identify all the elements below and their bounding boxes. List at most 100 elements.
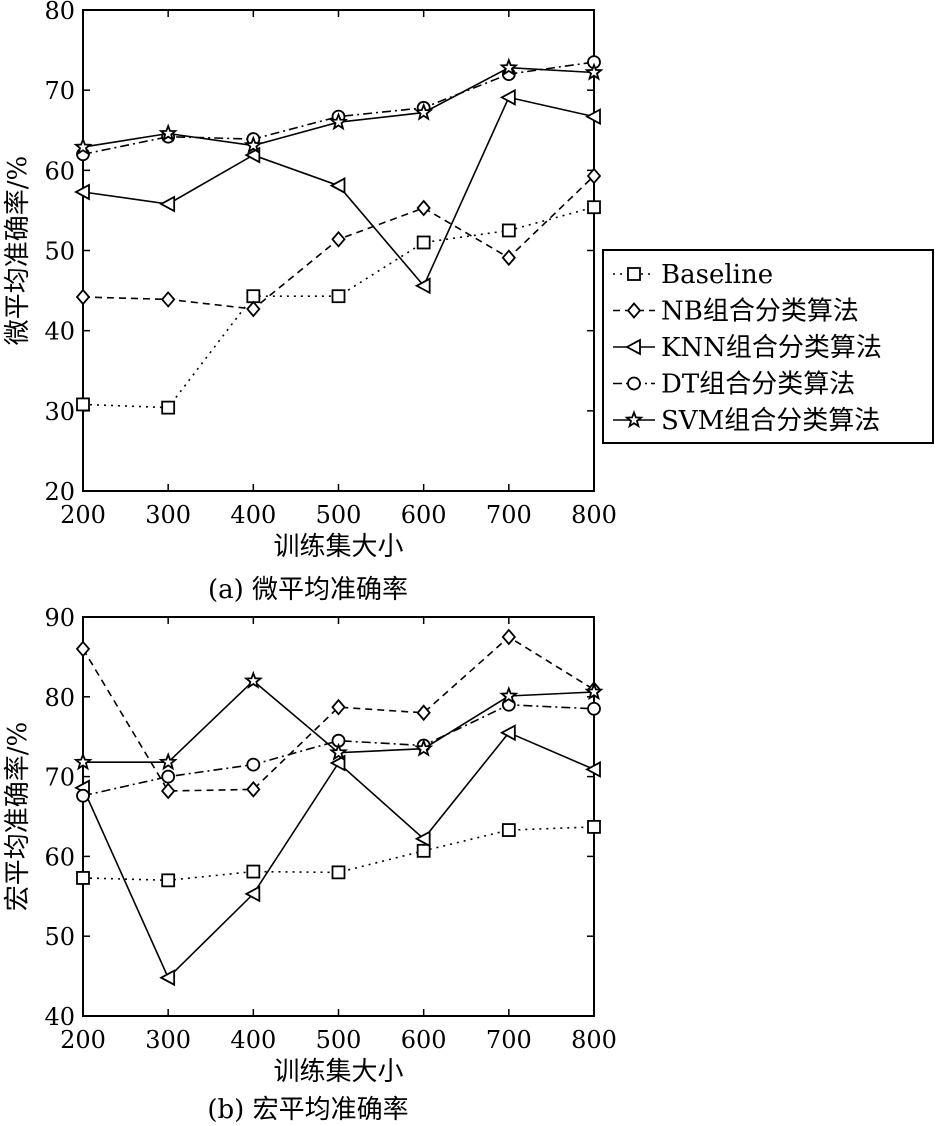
data-point-baseline [246, 864, 261, 879]
data-point-nb [501, 628, 517, 646]
data-point-svm [73, 752, 93, 771]
data-point-dt [161, 769, 176, 784]
series-svm [73, 57, 604, 156]
star-icon [624, 410, 644, 429]
data-point-knn [585, 760, 601, 778]
series-baseline [76, 200, 601, 415]
data-point-dt [587, 701, 601, 716]
legend-label: SVM组合分类算法 [661, 406, 880, 436]
y-tick-label: 40 [44, 1003, 75, 1031]
data-point-svm [414, 738, 434, 757]
data-point-baseline [161, 873, 176, 888]
legend-item-svm: SVM组合分类算法 [613, 406, 880, 436]
x-tick-label: 700 [486, 1026, 532, 1054]
x-tick-label: 800 [571, 1026, 617, 1054]
legend: Baseline NB组合分类算法 KNN组合分类算法 DT组合分类算法 SVM组合分类… [602, 249, 934, 444]
panel-caption: (b) 宏平均准确率 [207, 1095, 408, 1125]
data-point-svm [329, 112, 348, 131]
legend-box [602, 249, 934, 444]
data-point-baseline [587, 819, 601, 834]
data-point-baseline [587, 200, 601, 215]
data-point-svm [414, 102, 434, 121]
data-point-knn [244, 146, 261, 164]
y-axis-title: 宏平均准确率/% [3, 722, 33, 911]
series-svm [73, 670, 604, 771]
x-tick-label: 800 [571, 501, 617, 529]
x-axis-title: 训练集大小 [273, 532, 403, 562]
series-nb [75, 167, 602, 318]
data-point-knn [329, 754, 346, 772]
series-line-knn [82, 731, 595, 980]
data-point-baseline [246, 289, 261, 304]
data-point-baseline [76, 397, 90, 412]
data-point-knn [585, 108, 601, 126]
data-point-nb [75, 288, 91, 306]
y-tick-label: 70 [44, 77, 75, 105]
data-point-baseline [331, 289, 346, 304]
data-point-baseline [416, 235, 431, 250]
x-tick-label: 600 [401, 1026, 447, 1054]
data-point-baseline [501, 223, 516, 238]
data-point-svm [243, 135, 263, 154]
data-point-nb [331, 698, 346, 716]
legend-label: NB组合分类算法 [661, 297, 859, 327]
data-point-svm [328, 742, 349, 761]
data-point-knn [414, 830, 431, 848]
data-point-knn [159, 969, 176, 987]
x-tick-label: 400 [230, 1026, 276, 1054]
legend-label: KNN组合分类算法 [661, 333, 882, 363]
data-point-knn [244, 885, 261, 903]
plot-frame [82, 616, 595, 1017]
series-baseline [76, 819, 601, 888]
y-tick-label: 20 [44, 478, 75, 506]
data-point-baseline [161, 400, 176, 415]
x-tick-label: 200 [60, 1026, 106, 1054]
y-tick-label: 40 [44, 318, 75, 346]
data-point-knn [74, 183, 90, 201]
data-point-knn [329, 177, 346, 195]
square-icon [627, 267, 641, 281]
circle-icon [627, 376, 641, 391]
diamond-icon [626, 302, 642, 319]
data-point-svm [158, 123, 178, 142]
data-point-dt [246, 757, 261, 772]
y-tick-label: 50 [44, 238, 75, 266]
data-point-svm [584, 62, 604, 81]
data-point-nb [501, 249, 517, 267]
y-tick-label: 70 [44, 764, 75, 792]
chart-panel-b: 200 300 400 500 600 700 800 40 50 60 70 80 90 训练集大小 宏平… [3, 604, 617, 1125]
y-tick-label: 60 [44, 157, 75, 185]
data-point-svm [243, 670, 263, 689]
x-tick-label: 500 [316, 1026, 362, 1054]
series-knn [74, 724, 601, 987]
data-point-dt [76, 788, 90, 803]
y-tick-label: 90 [44, 604, 75, 632]
data-point-baseline [501, 823, 516, 837]
series-line-svm [82, 66, 595, 148]
y-axis-title: 微平均准确率/% [3, 156, 33, 345]
data-point-nb [246, 300, 261, 318]
x-tick-label: 700 [486, 501, 532, 529]
y-tick-label: 80 [44, 0, 75, 25]
data-point-nb [416, 704, 431, 722]
legend-item-dt: DT组合分类算法 [613, 370, 855, 400]
data-point-nb [75, 640, 91, 658]
chart-panel-a: 200 300 400 500 600 700 800 20 30 40 50 60 70 80 训练集大小… [3, 0, 617, 605]
y-tick-label: 50 [44, 923, 75, 951]
legend-item-baseline: Baseline [613, 260, 773, 290]
legend-item-nb: NB组合分类算法 [613, 297, 859, 327]
data-point-baseline [331, 865, 346, 880]
y-tick-label: 60 [44, 843, 75, 871]
data-point-knn [414, 277, 431, 295]
series-nb [75, 628, 602, 800]
x-tick-label: 300 [145, 501, 191, 529]
panel-caption: (a) 微平均准确率 [208, 575, 408, 605]
data-point-nb [160, 291, 176, 308]
data-point-knn [499, 88, 516, 106]
data-point-svm [158, 752, 178, 771]
data-point-nb [416, 199, 431, 217]
data-point-baseline [416, 843, 431, 858]
data-point-nb [160, 782, 176, 800]
y-tick-label: 80 [44, 684, 75, 712]
